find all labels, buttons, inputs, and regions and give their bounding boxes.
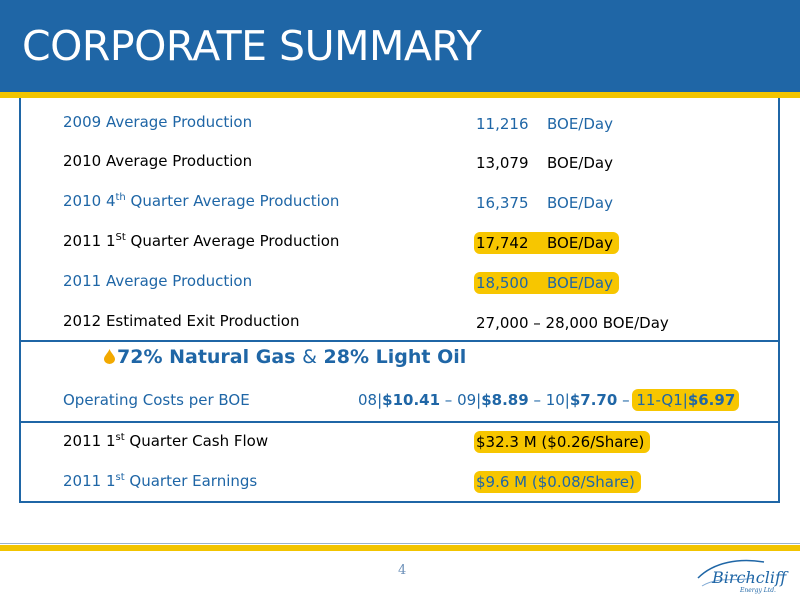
row-label: 2012 Estimated Exit Production bbox=[63, 312, 300, 330]
section-divider bbox=[19, 421, 778, 423]
opcost-label: Operating Costs per BOE bbox=[63, 391, 250, 409]
row-value-highlighted: 17,742 BOE/Day bbox=[474, 232, 619, 254]
product-mix: 72% Natural Gas & 28% Light Oil bbox=[104, 346, 466, 368]
bottom-rule-thin bbox=[0, 543, 800, 544]
row-label: 2011 1St Quarter Average Production bbox=[63, 232, 340, 250]
row-value: 16,375 BOE/Day bbox=[476, 194, 613, 212]
summary-panel bbox=[19, 98, 780, 503]
cashflow-value: $32.3 M ($0.26/Share) bbox=[474, 431, 651, 453]
row-value: 11,216 BOE/Day bbox=[476, 115, 613, 133]
earnings-value: $9.6 M ($0.08/Share) bbox=[474, 471, 641, 493]
page-title: CORPORATE SUMMARY bbox=[22, 22, 482, 70]
row-label: 2010 4th Quarter Average Production bbox=[63, 192, 340, 210]
cashflow-label: 2011 1st Quarter Cash Flow bbox=[63, 432, 269, 450]
title-bar: CORPORATE SUMMARY bbox=[0, 0, 800, 92]
row-value: 27,000 – 28,000 BOE/Day bbox=[476, 314, 669, 332]
svg-text:Energy Ltd.: Energy Ltd. bbox=[739, 587, 776, 594]
svg-text:Birchcliff: Birchcliff bbox=[711, 568, 789, 587]
bottom-rule bbox=[0, 545, 800, 551]
page-number: 4 bbox=[398, 563, 407, 578]
row-label: 2011 Average Production bbox=[63, 272, 253, 290]
drop-icon bbox=[104, 349, 115, 364]
section-divider bbox=[19, 340, 778, 342]
row-label: 2009 Average Production bbox=[63, 113, 253, 131]
opcost-values: 08|$10.41 – 09|$8.89 – 10|$7.70 – 11-Q1|… bbox=[358, 389, 740, 411]
row-label: 2010 Average Production bbox=[63, 152, 253, 170]
row-value-highlighted: 18,500 BOE/Day bbox=[474, 272, 619, 294]
birchcliff-logo: Birchcliff Energy Ltd. bbox=[697, 559, 789, 594]
top-rule bbox=[0, 92, 800, 98]
earnings-label: 2011 1st Quarter Earnings bbox=[63, 472, 258, 490]
row-value: 13,079 BOE/Day bbox=[476, 154, 613, 172]
